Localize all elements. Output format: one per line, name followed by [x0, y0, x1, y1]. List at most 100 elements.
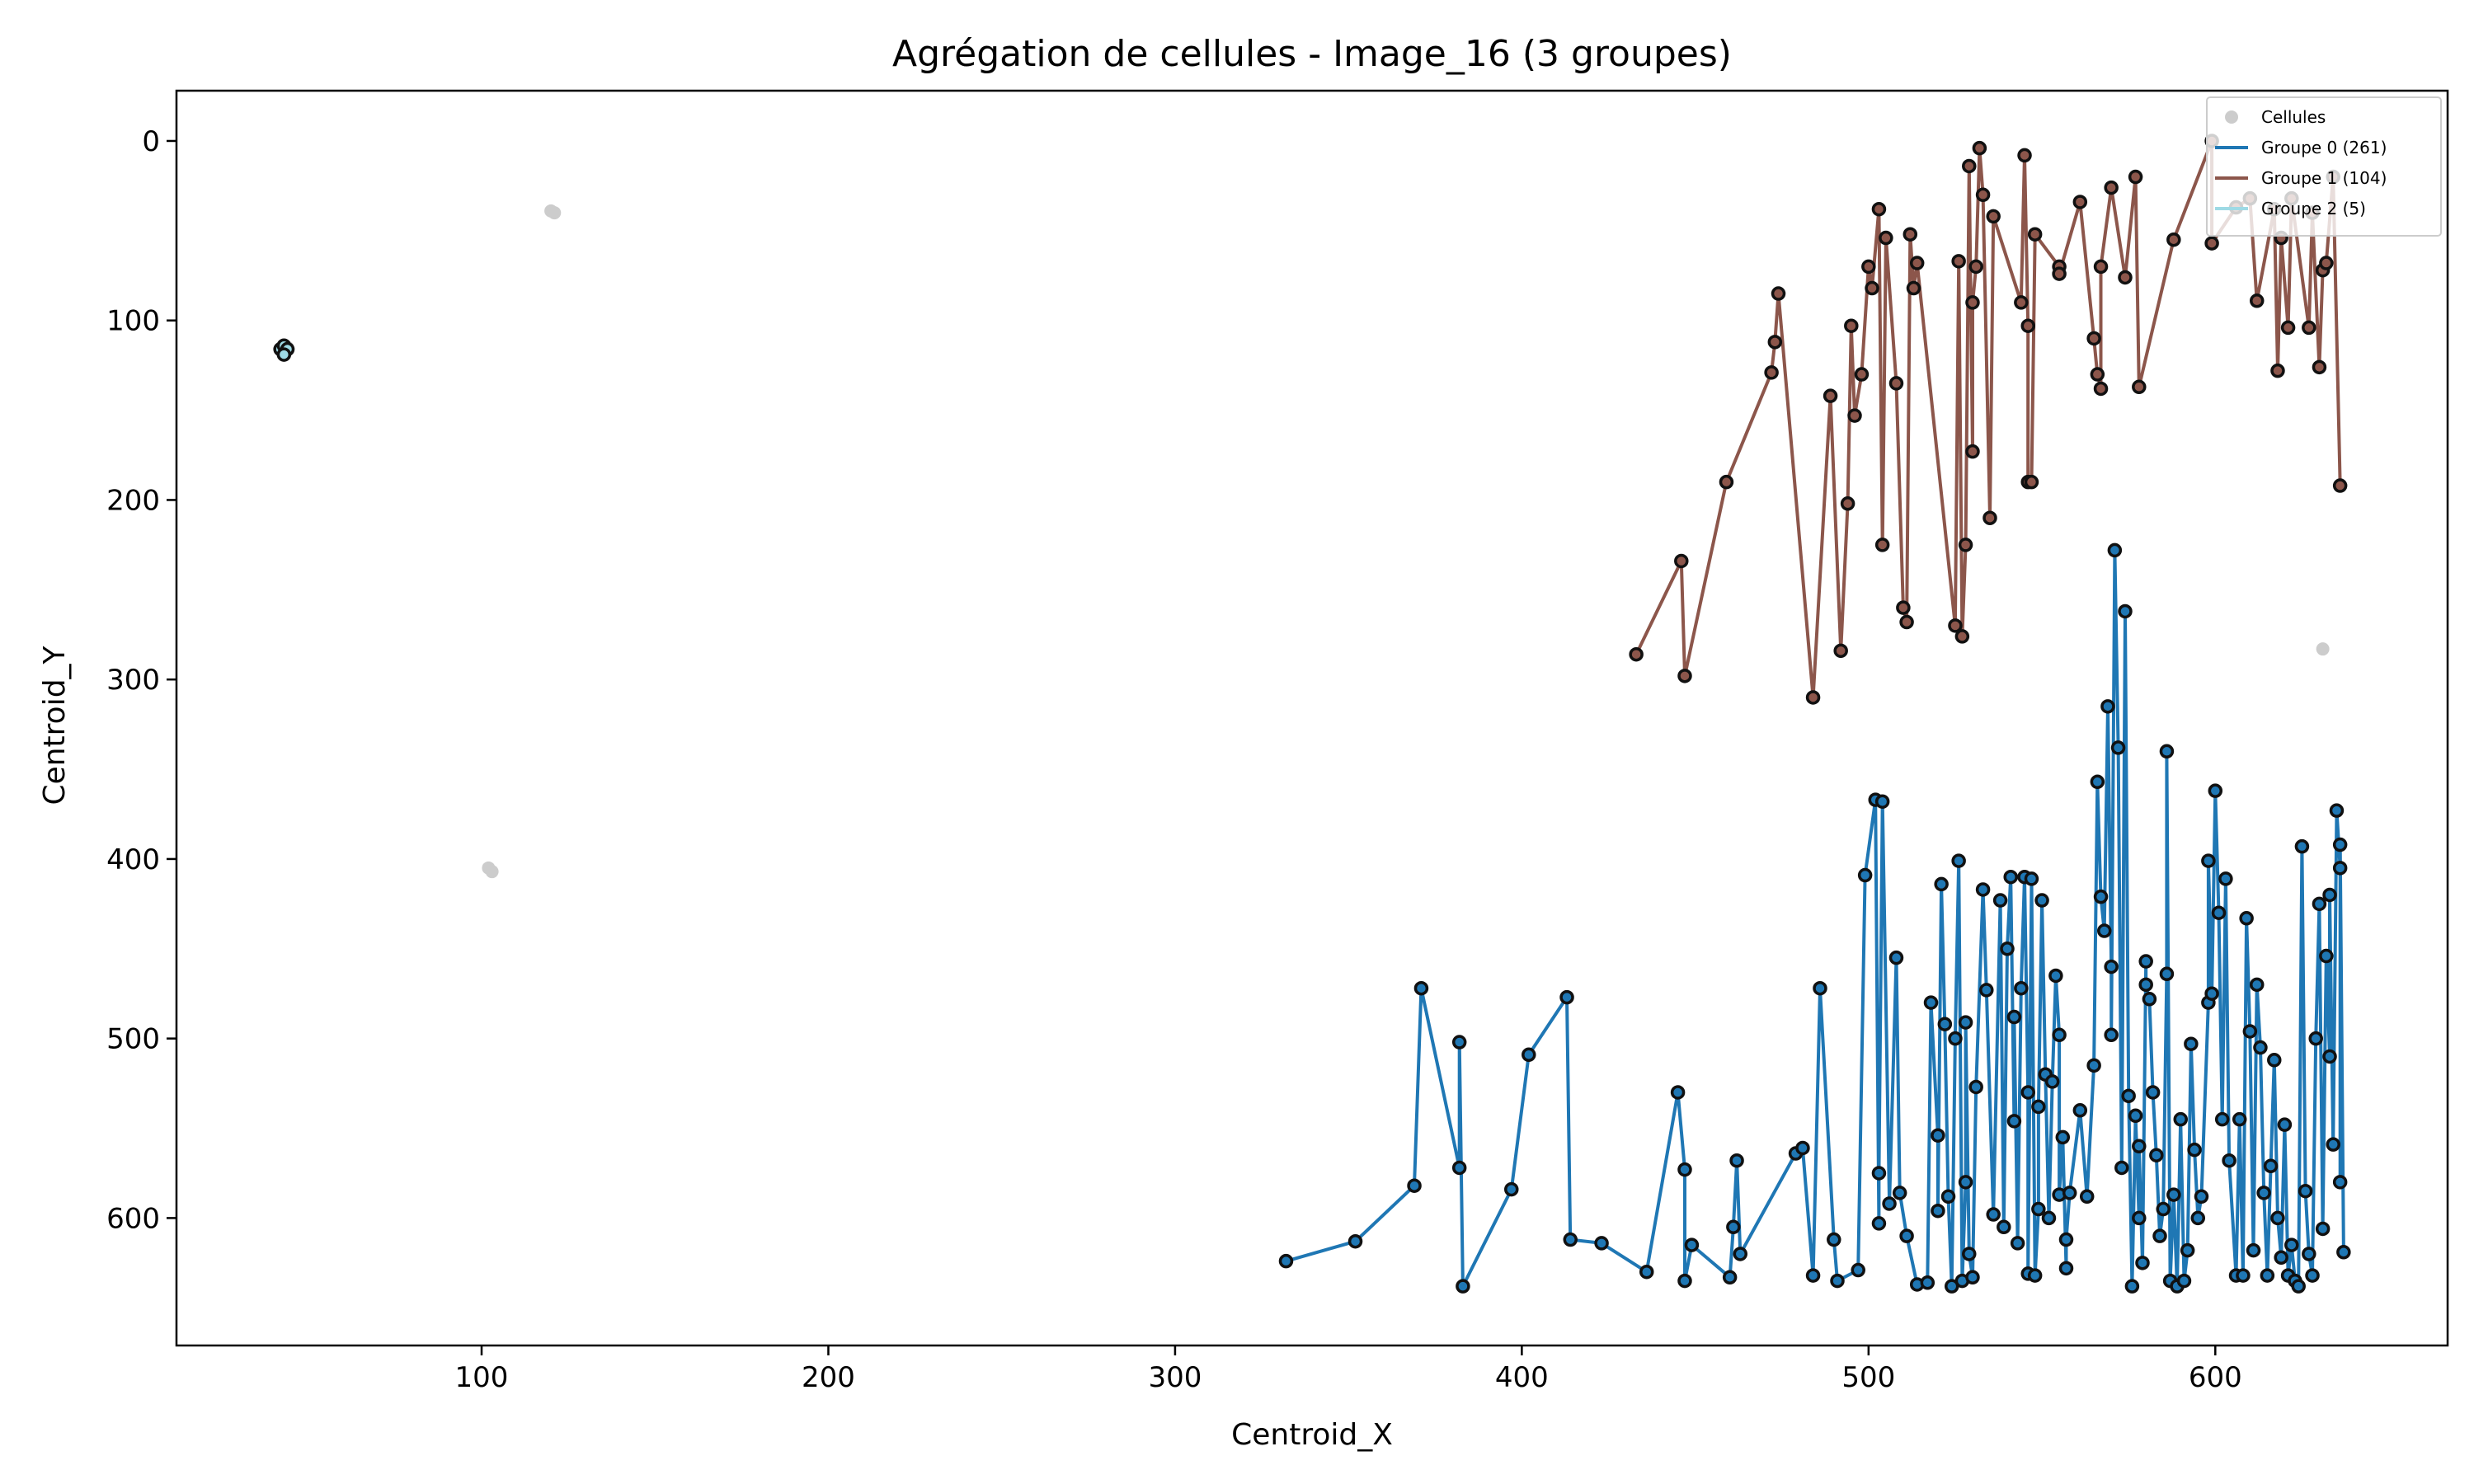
group-0-point	[2041, 1210, 2057, 1226]
y-tick-label: 500	[106, 1023, 160, 1056]
group-0-point	[2332, 1175, 2348, 1190]
group-1-point	[1909, 256, 1925, 270]
group-0-point	[1670, 1085, 1686, 1100]
group-0-point	[1857, 867, 1873, 883]
group-0-point	[1456, 1279, 1470, 1294]
group-1-point	[1871, 201, 1887, 217]
group-0-point	[1729, 1153, 1744, 1168]
group-1-point	[1879, 230, 1893, 246]
group-0-point	[1899, 1228, 1914, 1243]
group-0-point	[1851, 1262, 1865, 1278]
group-0-point	[1407, 1178, 1422, 1193]
group-0-point	[2006, 1009, 2022, 1025]
group-0-point	[1559, 989, 1574, 1005]
group-0-point	[1968, 1079, 1983, 1095]
group-1-point	[2319, 256, 2334, 270]
group-1-point	[1861, 259, 1876, 275]
group-0-point	[2132, 1139, 2147, 1154]
group-0-point	[2302, 1247, 2316, 1261]
group-0-point	[2214, 1111, 2230, 1127]
group-0-point	[1522, 1047, 1536, 1063]
group-0-point	[2048, 968, 2063, 984]
group-1-point	[1982, 510, 1997, 525]
group-0-point	[2104, 1027, 2119, 1043]
group-1-point	[1948, 618, 1963, 633]
group-0-point	[2149, 1148, 2164, 1162]
group-0-point	[2090, 774, 2105, 790]
group-0-point	[2242, 1024, 2258, 1039]
group-0-point	[2260, 1268, 2275, 1283]
group-1-point	[1833, 643, 1848, 659]
group-0-point	[2329, 803, 2345, 818]
group-0-point	[2249, 977, 2265, 993]
group-0-point	[2031, 1099, 2046, 1115]
group-0-point	[1639, 1264, 1654, 1280]
group-0-point	[1923, 995, 1939, 1010]
group-0-point	[2100, 699, 2115, 714]
group-0-point	[1979, 983, 1994, 998]
group-1-point	[1906, 280, 1921, 296]
y-tick-label: 300	[106, 664, 160, 697]
group-0-point	[2118, 603, 2133, 619]
group-0-point	[1451, 1160, 1467, 1176]
cell-point	[548, 206, 562, 220]
group-0-point	[2236, 1268, 2251, 1283]
group-0-point	[2332, 837, 2348, 852]
group-0-point	[2006, 1114, 2022, 1129]
group-1-point	[2280, 320, 2296, 336]
group-0-point	[1951, 853, 1966, 868]
group-0-line	[1285, 548, 2345, 1289]
group-0-point	[2270, 1210, 2285, 1226]
group-0-point	[1594, 1236, 1609, 1251]
x-axis-ticks: 100 200 300 400 500 600	[455, 1345, 2242, 1394]
group-0-point	[1958, 1175, 1973, 1190]
group-1-point	[1986, 209, 2001, 224]
group-0-point	[2332, 861, 2348, 876]
group-0-point	[2020, 1085, 2035, 1100]
y-tick-label: 0	[142, 125, 160, 158]
x-tick-label: 600	[2189, 1361, 2242, 1394]
group-0-point	[1965, 1270, 1980, 1285]
x-tick-label: 400	[1495, 1361, 1549, 1394]
group-0-point	[1563, 1232, 1578, 1247]
group-0-point	[2003, 869, 2018, 885]
group-0-point	[2308, 1031, 2323, 1046]
group-0-point	[1948, 1031, 1963, 1046]
group-0-point	[1958, 1015, 1973, 1030]
group-0-point	[1677, 1273, 1692, 1289]
group-0-point	[2152, 1228, 2167, 1243]
group-0-point	[2055, 1129, 2071, 1145]
group-1-point	[1823, 388, 1838, 403]
group-0-point	[1827, 1232, 1841, 1247]
group-0-point	[1892, 1186, 1907, 1200]
group-0-point	[2031, 1201, 2046, 1217]
group-1-point	[1767, 335, 1783, 350]
group-1-point	[2270, 363, 2285, 378]
group-0-point	[1677, 1162, 1692, 1177]
plot-area	[273, 134, 2351, 1294]
group-1-point	[2312, 359, 2327, 375]
group-1-point	[2249, 294, 2265, 308]
group-0-point	[2166, 1187, 2181, 1202]
group-0-point	[2142, 992, 2157, 1007]
group-1-point	[1674, 553, 1689, 569]
group-1-point	[1899, 614, 1914, 630]
group-0-point	[1997, 1219, 2011, 1235]
group-1-point	[1805, 690, 1821, 705]
x-tick-label: 300	[1148, 1361, 1202, 1394]
group-0-point	[2145, 1085, 2161, 1100]
legend-label: Cellules	[2261, 107, 2326, 127]
group-0-point	[1962, 1247, 1977, 1261]
group-0-point	[2184, 1036, 2199, 1051]
group-0-point	[2211, 905, 2227, 920]
group-0-point	[2062, 1186, 2077, 1200]
group-1-point	[1840, 496, 1856, 511]
group-0-point	[2218, 871, 2233, 886]
group-1-point	[2093, 381, 2109, 397]
group-0-point	[2187, 1142, 2202, 1158]
group-0-point	[1931, 1203, 1945, 1219]
chart-legend: Cellules Groupe 0 (261) Groupe 1 (104) Grou…	[2206, 96, 2442, 237]
group-1-point	[1874, 538, 1890, 552]
group-0-point	[2239, 911, 2254, 926]
group-0-point	[2263, 1158, 2279, 1174]
